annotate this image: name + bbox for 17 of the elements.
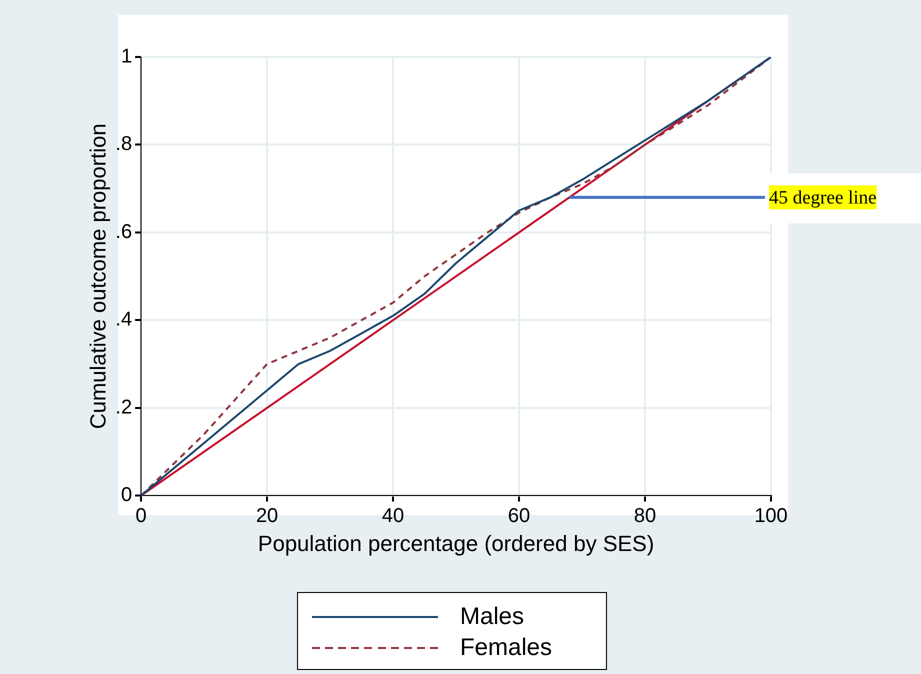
x-tick-label: 40 [382, 505, 404, 528]
y-tick-label: .8 [115, 133, 132, 156]
x-tick-label: 20 [256, 505, 278, 528]
legend-label: Males [460, 602, 524, 630]
y-tick-label: .2 [115, 396, 132, 418]
x-tick-label: 80 [634, 505, 656, 528]
x-tick-label: 100 [754, 505, 788, 528]
y-tick-label: 1 [120, 46, 132, 68]
y-tick-label: 0 [120, 484, 132, 506]
x-tick-label: 60 [508, 505, 530, 528]
y-tick-label: .6 [115, 220, 132, 243]
legend-label: Females [460, 634, 552, 662]
x-tick-label: 0 [136, 505, 147, 528]
x-axis-title: Population percentage (ordered by SES) [258, 530, 654, 556]
y-tick-label: .4 [115, 308, 132, 331]
annotation: 45 degree line [769, 187, 877, 208]
y-axis-title: Cumulative outcome proportion [85, 123, 110, 430]
